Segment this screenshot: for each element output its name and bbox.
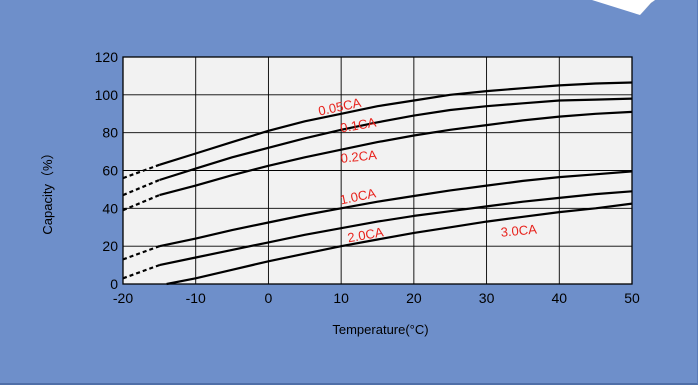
y-tick-label: 120 xyxy=(95,49,119,65)
series-line xyxy=(166,202,633,286)
x-tick-label: 0 xyxy=(265,290,273,306)
series-line xyxy=(159,110,633,197)
y-tick-label: 60 xyxy=(102,163,118,179)
y-tick-label: 100 xyxy=(95,87,119,103)
x-tick-label: 50 xyxy=(624,290,640,306)
plot-area: -20 -10 0 10 20 30 40 50 0 20 40 60 80 100 120 Temperat… xyxy=(40,49,640,337)
curve-label: 0.1CA xyxy=(339,115,378,136)
y-tick-label: 0 xyxy=(110,276,118,292)
x-tick-label: 10 xyxy=(333,290,349,306)
y-axis-title: Capacity（%） xyxy=(40,146,55,234)
y-tick-label: 40 xyxy=(102,200,118,216)
series-line xyxy=(159,190,633,267)
curve-label: 2.0CA xyxy=(346,224,385,245)
corner-fold-shape xyxy=(592,0,655,15)
series-line xyxy=(159,97,633,182)
curve-label: 3.0CA xyxy=(500,222,538,240)
x-tick-label: 20 xyxy=(406,290,422,306)
x-axis-title: Temperature(°C) xyxy=(332,322,428,337)
series-line xyxy=(159,81,633,166)
curve-label: 0.2CA xyxy=(340,147,378,166)
corner-fold-shadow xyxy=(640,0,655,15)
x-tick-label: -10 xyxy=(186,290,206,306)
curve-label: 1.0CA xyxy=(339,185,378,207)
y-tick-label: 20 xyxy=(102,238,118,254)
x-tick-label: 30 xyxy=(479,290,495,306)
x-tick-label: -20 xyxy=(113,290,133,306)
series-line xyxy=(159,170,633,248)
y-tick-label: 80 xyxy=(102,125,118,141)
x-tick-label: 40 xyxy=(551,290,567,306)
